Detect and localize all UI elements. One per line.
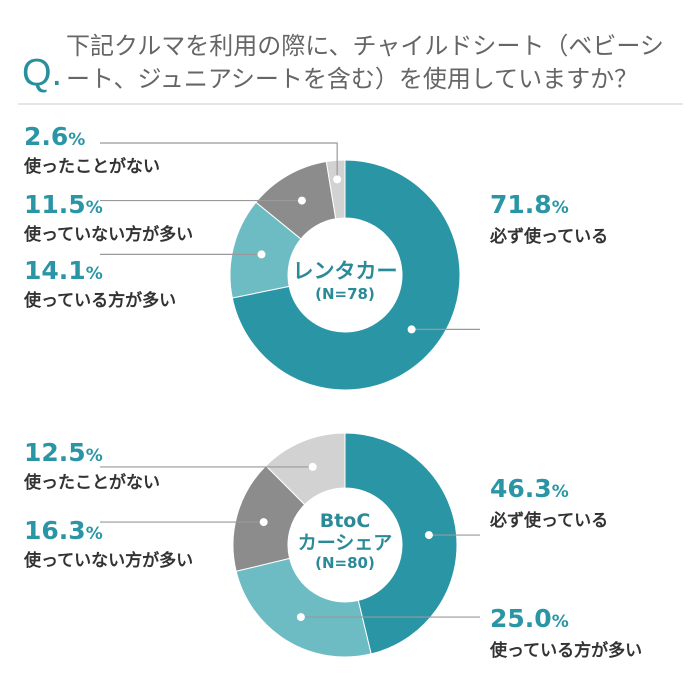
donut-segment-c1-always — [231, 159, 461, 391]
center-title-c1: レンタカー — [292, 259, 398, 283]
center-title-c2-line2: カーシェア — [297, 532, 393, 554]
donut-segment-c2-mostly — [235, 557, 372, 658]
leader-dot-c1-always — [407, 325, 416, 334]
pct-label-c2-never: 12.5% — [24, 438, 103, 467]
cat-label-c2-always: 必ず使っている — [490, 511, 609, 531]
leader-dot-c2-mostly — [296, 613, 305, 622]
cat-label-c1-mostly: 使っている方が多い — [24, 291, 177, 311]
leader-dot-c1-mostly-not — [297, 196, 306, 205]
center-n-c2: (N=80) — [315, 554, 375, 572]
cat-label-c1-mostly-not: 使っていない方が多い — [24, 225, 194, 245]
pct-label-c1-always: 71.8% — [490, 190, 569, 219]
question-mark: Q. — [22, 52, 63, 94]
pct-label-c1-mostly-not: 11.5% — [24, 190, 103, 219]
cat-label-c2-mostly-not: 使っていない方が多い — [24, 551, 194, 571]
leader-line-c1-never — [100, 142, 338, 180]
pct-label-c2-always: 46.3% — [490, 474, 569, 503]
leader-dot-c1-never — [333, 175, 342, 184]
donut-segment-c2-always — [344, 432, 458, 655]
center-label-c1: レンタカー (N=78) — [280, 255, 410, 303]
leader-dot-c1-mostly — [257, 250, 266, 259]
donut-segment-c2-never — [265, 432, 346, 506]
center-title-c2-line1: BtoC — [319, 510, 371, 532]
cat-label-c2-mostly: 使っている方が多い — [490, 641, 643, 661]
donut-segment-c1-never — [325, 159, 346, 220]
leader-dot-c2-always — [424, 531, 433, 540]
leader-dot-c2-mostly-not — [259, 518, 268, 527]
pct-label-c2-mostly-not: 16.3% — [24, 516, 103, 545]
question-text: 下記クルマを利用の際に、チャイルドシート（ベビーシート、ジュニアシートを含む）を… — [66, 32, 664, 93]
cat-label-c2-never: 使ったことがない — [24, 473, 160, 493]
center-n-c1: (N=78) — [315, 285, 375, 303]
pct-label-c2-mostly: 25.0% — [490, 604, 569, 633]
center-label-c2: BtoC カーシェア (N=80) — [280, 510, 410, 572]
pct-label-c1-mostly: 14.1% — [24, 256, 103, 285]
pct-label-c1-never: 2.6% — [24, 122, 86, 151]
cat-label-c1-never: 使ったことがない — [24, 157, 160, 177]
divider — [18, 103, 683, 105]
cat-label-c1-always: 必ず使っている — [490, 227, 609, 247]
leader-dot-c2-never — [308, 462, 317, 471]
